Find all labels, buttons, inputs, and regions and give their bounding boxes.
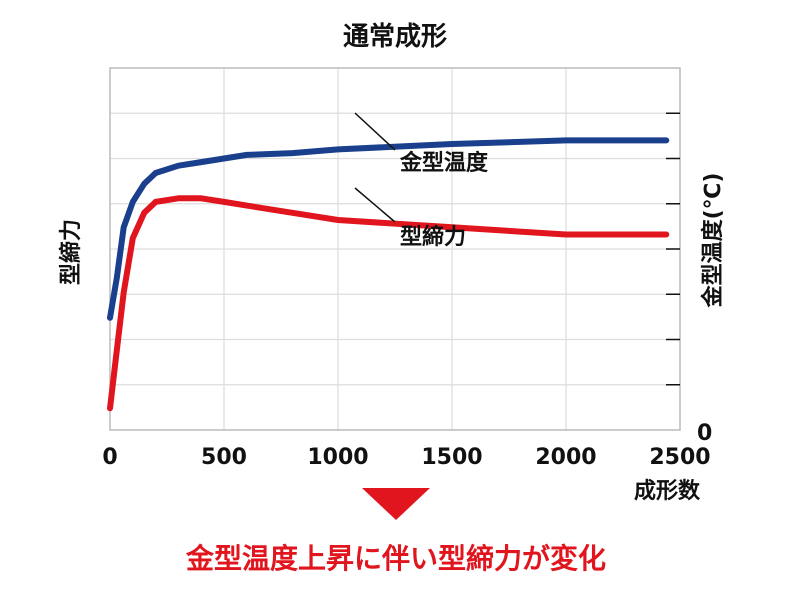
x-tick-label: 2000 bbox=[535, 445, 596, 470]
annotation-caption: 金型温度上昇に伴い型締力が変化 bbox=[185, 542, 606, 575]
leader-line-temp bbox=[354, 112, 396, 151]
series-label-temp: 金型温度 bbox=[399, 150, 489, 176]
series-line-temp bbox=[107, 137, 670, 321]
right-axis-ticks bbox=[666, 112, 680, 386]
chart-title: 通常成形 bbox=[343, 22, 447, 52]
x-axis-label: 成形数 bbox=[634, 478, 701, 504]
left-axis-label: 型締力 bbox=[58, 219, 84, 285]
grid bbox=[110, 68, 680, 430]
series-line-force bbox=[107, 195, 670, 412]
series-label-force: 型締力 bbox=[400, 224, 466, 250]
right-axis-zero-label: 0 bbox=[697, 421, 712, 446]
x-tick-label: 1500 bbox=[421, 445, 482, 470]
x-tick-label: 1000 bbox=[307, 445, 368, 470]
x-tick-label: 500 bbox=[201, 445, 247, 470]
x-tick-label: 0 bbox=[102, 445, 117, 470]
down-arrow-icon bbox=[362, 488, 430, 520]
right-axis-label: 金型温度(℃) bbox=[700, 173, 726, 309]
leader-line-force bbox=[354, 187, 396, 223]
x-tick-label: 2500 bbox=[649, 445, 710, 470]
x-axis-ticks: 0 500 1000 1500 2000 2500 bbox=[102, 445, 710, 470]
series-group bbox=[107, 137, 670, 412]
